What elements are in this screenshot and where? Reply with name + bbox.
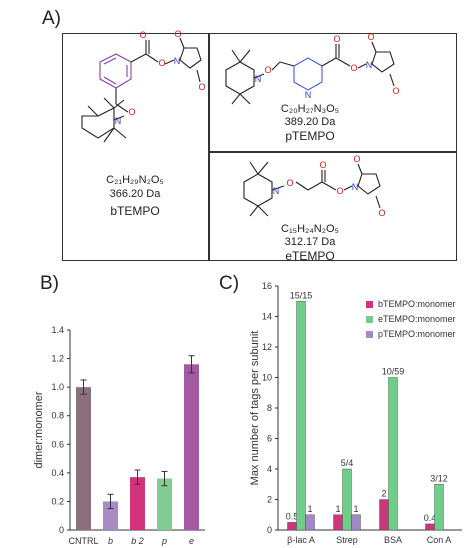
atom-o: O [158,58,165,68]
chart-b-y-tick-label: 0.8 [51,411,64,421]
chart-c-y-tick-label: 8 [267,403,272,413]
atom-o: O [174,29,181,39]
chart-c-data-label: 0.4 [424,513,437,523]
chart-c-data-label: 2 [381,489,386,499]
atom-n: N [273,186,280,196]
btempo-formula: C₂₁H₂₉N₂O₅ [106,174,164,186]
chart-c-legend-swatch [366,331,373,338]
chart-b-y-tick-label: 1.4 [51,325,64,335]
chart-b-category-label: CNTRL [68,536,98,546]
chart-b-category-label: e [189,536,194,546]
molecule-box-etempo [208,151,457,261]
chart-c-category-label: Strep [336,535,358,545]
atom-n: N [352,182,359,192]
atom-o: O [128,107,135,117]
atom-o: O [319,160,326,170]
atom-o: O [286,178,293,188]
atom-o: O [350,63,357,73]
chart-b-bar [184,364,199,530]
atom-o: O [378,208,385,218]
atom-o: O [367,32,374,42]
chart-c-y-tick-label: 12 [262,342,272,352]
chart-c-data-label: 1 [353,504,358,514]
chart-b-y-tick-label: 0.4 [51,468,64,478]
atom-o: O [333,34,340,44]
atom-n: N [366,60,373,70]
etempo-formula: C₁₅H₂₄N₂O₅ [281,223,339,235]
chart-c-bar [342,468,352,531]
chart-c-y-tick-label: 10 [262,373,272,383]
chart-c-bar [434,484,444,531]
btempo-name: bTEMPO [110,204,160,218]
chart-b-y-tick-label: 1.0 [51,382,64,392]
chart-b-y-axis-label: dimer:monomer [33,391,45,468]
atom-o: O [198,82,205,92]
atom-o: O [139,30,146,40]
chart-c-bar [287,522,297,531]
chart-b-bar [130,477,145,530]
chart-c-y-tick-label: 4 [267,464,272,474]
etempo-mass: 312.17 Da [284,236,336,248]
atom-o: O [392,86,399,96]
chart-c-data-label: 3/12 [430,473,448,483]
atom-n: N [115,116,122,126]
panel-label-a: A) [42,8,61,29]
chart-c-data-label: 0.5 [286,511,299,521]
etempo-name: eTEMPO [285,249,335,263]
chart-c-y-axis-label: Max number of tags per subunit [249,331,261,486]
chart-c-y-tick-label: 0 [267,525,272,535]
chart-c-data-label: 15/15 [290,290,313,300]
chart-c-bar [425,523,435,531]
atom-o: O [264,65,271,75]
chart-b-y-tick-label: 0 [59,525,64,535]
atom-n: N [305,90,312,100]
chart-b-category-label: b [108,536,113,546]
atom-o: O [353,154,360,164]
panel-label-c: C) [219,273,240,294]
chart-b-y-tick-label: 1.2 [51,354,64,364]
chart-b-category-label: b 2 [131,536,144,546]
ptempo-name: pTEMPO [285,129,335,143]
chart-c-data-label: 1 [335,504,340,514]
chart-c-bar [388,377,398,531]
chart-c-y-tick-label: 2 [267,495,272,505]
panel-label-b: B) [40,273,59,294]
chart-b-y-tick-label: 0.2 [51,496,64,506]
chart-c-bar [333,514,343,531]
chart-c-bar [379,499,389,531]
chart-b-bar [157,478,172,530]
atom-n: N [174,56,181,66]
chart-c-data-label: 1 [307,504,312,514]
chart-c-category-label: Con A [427,535,452,545]
chart-c-bar [305,514,315,531]
chart-c-y-tick-label: 14 [262,312,272,322]
chart-c-y-tick-label: 16 [262,281,272,291]
atom-o: O [336,186,343,196]
chart-c-legend-label: eTEMPO:monomer [378,314,456,324]
ptempo-mass: 389.20 Da [284,116,336,128]
chart-c-y-tick-label: 6 [267,434,272,444]
chart-c-data-label: 5/4 [341,458,354,468]
chart-c-bar [351,514,361,531]
chart-b-y-tick-label: 0.6 [51,439,64,449]
molecule-box-ptempo [208,33,457,153]
molecule-box-btempo [62,33,210,261]
chart-c-category-label: BSA [384,535,402,545]
chart-c-data-label: 10/59 [382,367,405,377]
ptempo-formula: C₂₀H₂₇N₃O₅ [280,103,340,115]
chart-c-legend-label: bTEMPO:monomer [378,299,456,309]
btempo-mass: 366.20 Da [109,188,161,200]
chart-c-legend-swatch [366,316,373,323]
chart-c-bar [296,301,306,531]
chart-b-category-label: p [161,536,167,546]
chart-c-category-label: β-lac A [287,535,315,545]
chart-c-legend-swatch [366,301,373,308]
chart-c-legend-label: pTEMPO:monomer [378,329,456,339]
chart-b-bar [103,501,118,530]
atom-n: N [255,74,262,84]
chart-b-bar [76,387,91,530]
